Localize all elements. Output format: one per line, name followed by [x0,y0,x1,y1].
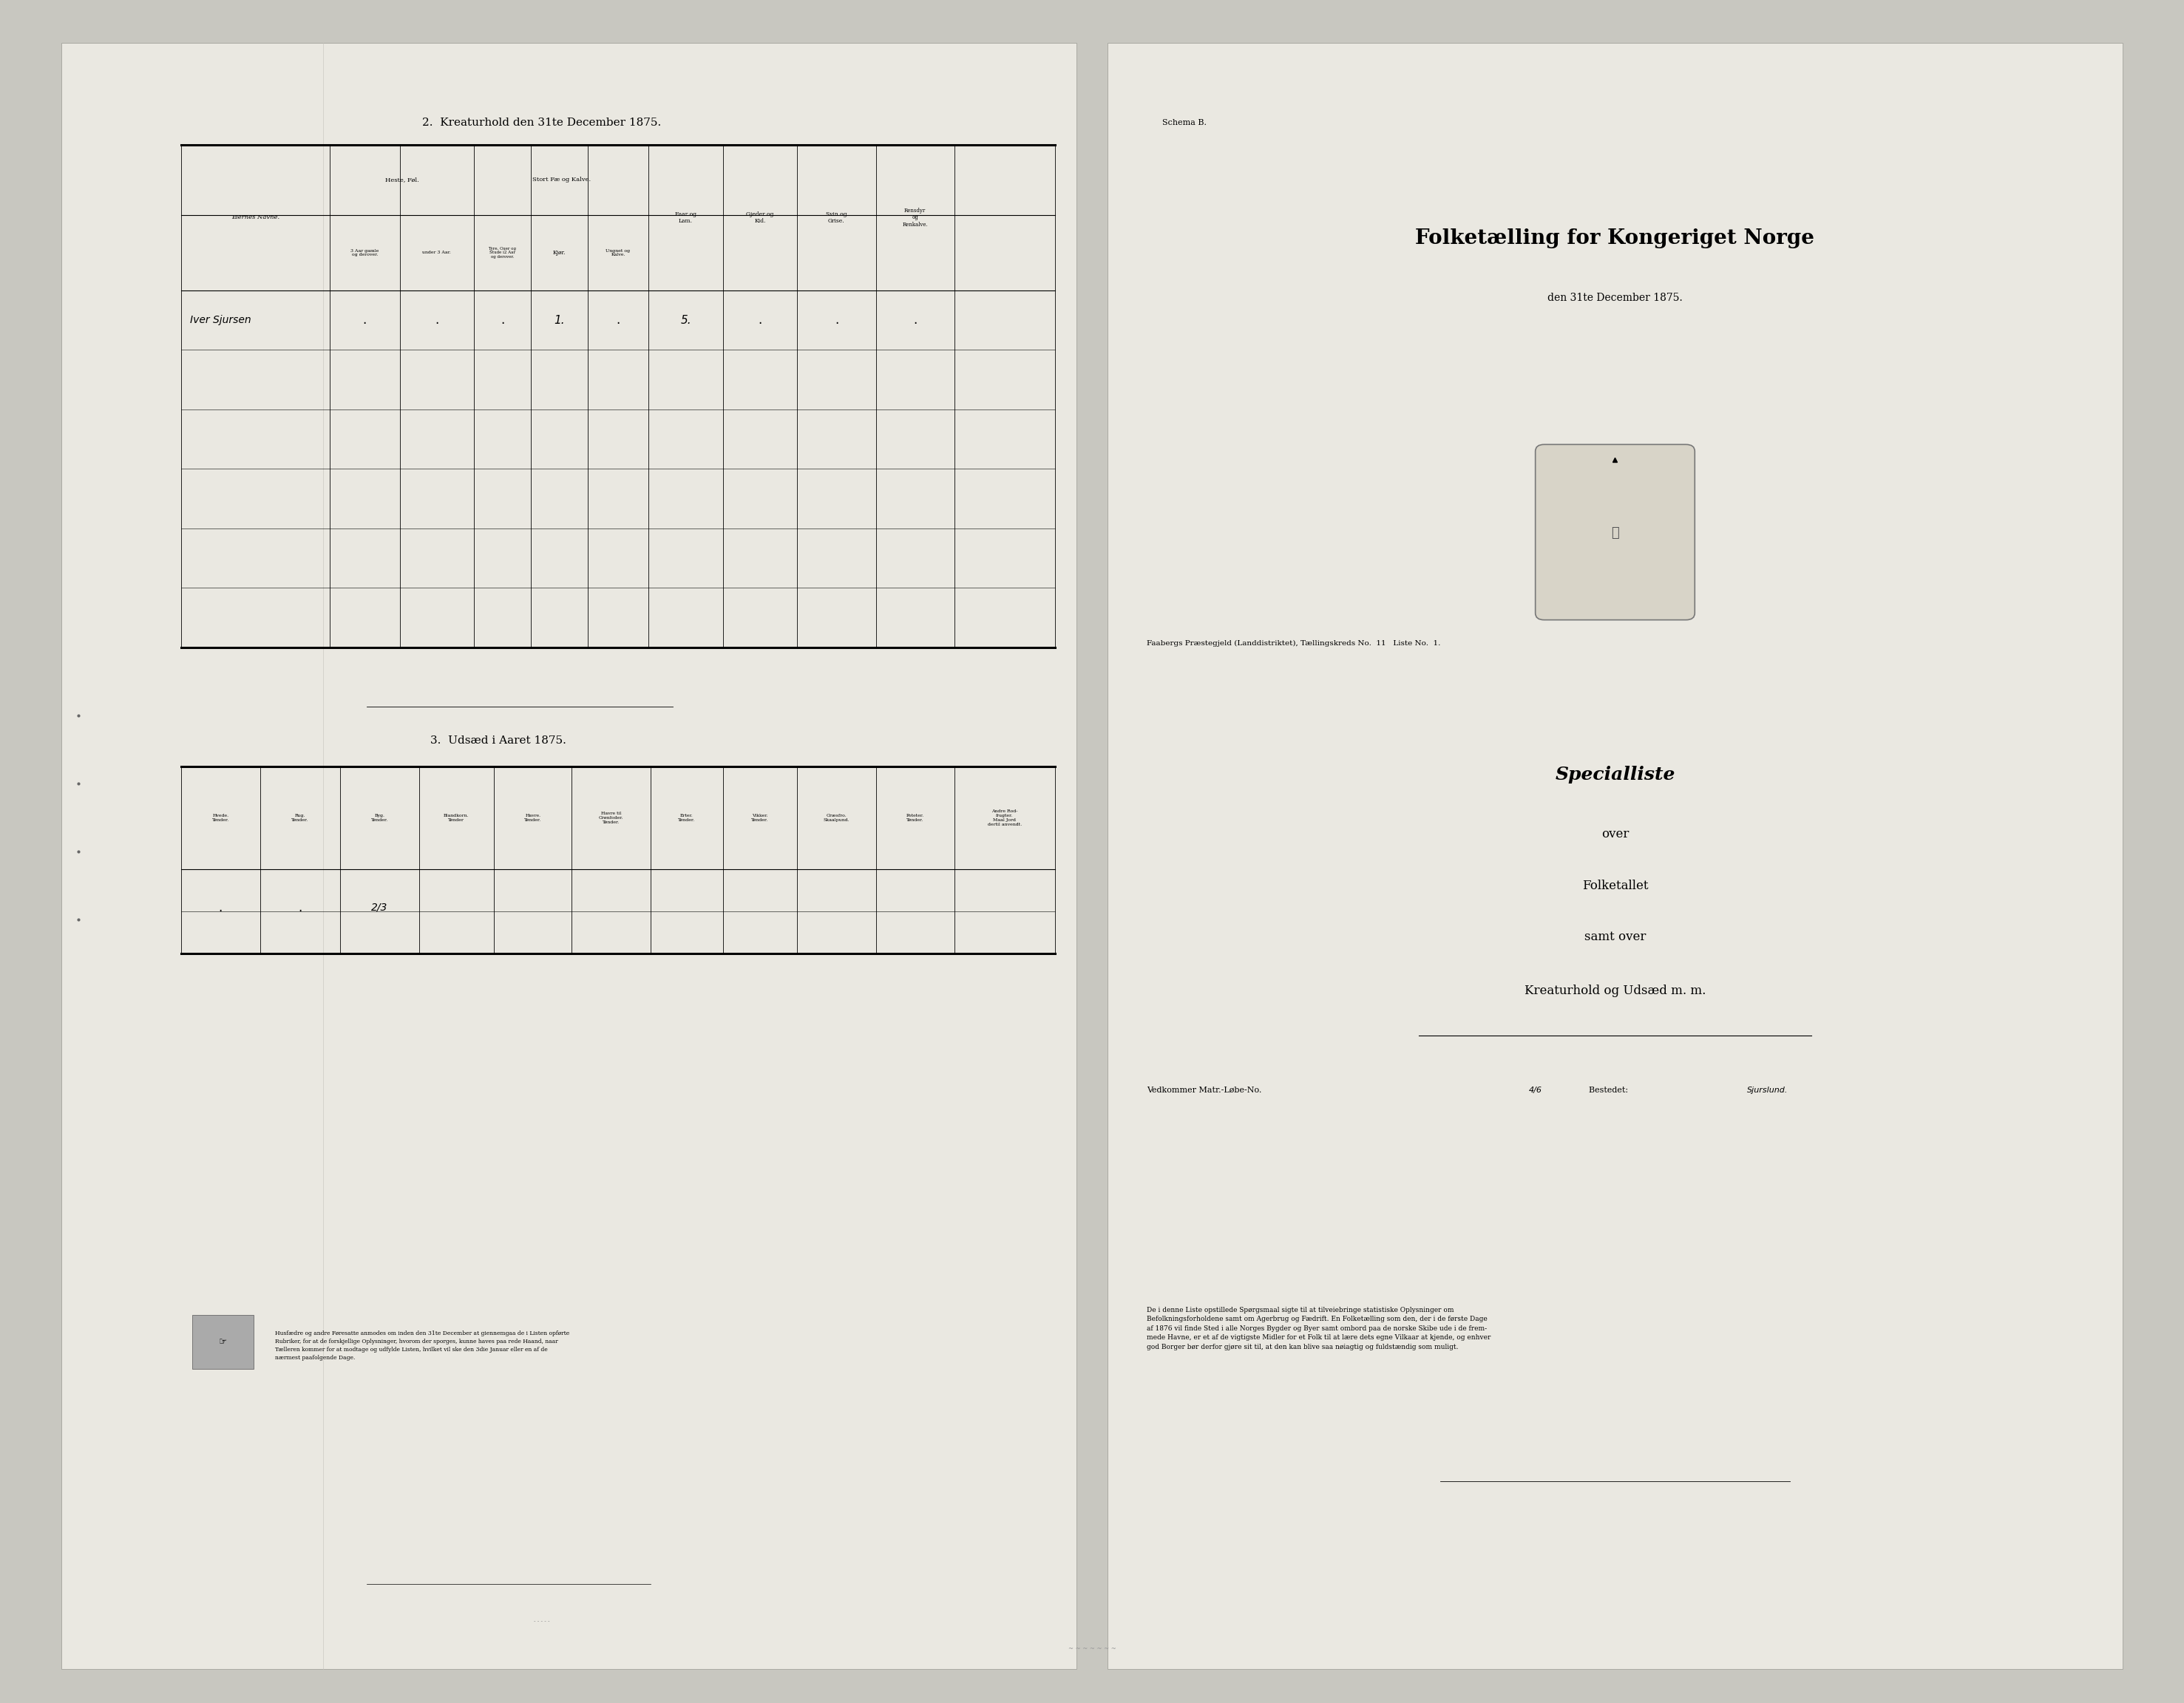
Text: Vedkommer Matr.-Løbe-No.: Vedkommer Matr.-Løbe-No. [1147,1087,1267,1093]
Text: Bestedet:: Bestedet: [1583,1087,1634,1093]
FancyBboxPatch shape [1535,444,1695,620]
Text: Ungnet og
Kalve.: Ungnet og Kalve. [605,249,631,257]
Text: Folketælling for Kongeriget Norge: Folketælling for Kongeriget Norge [1415,228,1815,249]
Text: Andre Rod-
frugter.
Maal Jord
dertil anvendt.: Andre Rod- frugter. Maal Jord dertil anv… [987,809,1022,826]
Text: Gjeder og
Kid.: Gjeder og Kid. [747,211,773,225]
Text: Svin og
Grise.: Svin og Grise. [826,211,847,225]
Text: .: . [218,901,223,915]
Text: 3.  Udsæd i Aaret 1875.: 3. Udsæd i Aaret 1875. [430,736,566,746]
Text: Schema B.: Schema B. [1162,119,1206,126]
Text: 5.: 5. [681,315,690,325]
Text: Tyre, Oxer og
Stude i2 Aar
og derover.: Tyre, Oxer og Stude i2 Aar og derover. [489,247,515,259]
Text: 𝕷: 𝕷 [1612,526,1618,540]
Text: - - - - -: - - - - - [533,1620,550,1623]
Text: Faar og
Lam.: Faar og Lam. [675,211,697,225]
Text: Specialliste: Specialliste [1555,766,1675,783]
Text: Havre til
Grønfoder.
Tønder.: Havre til Grønfoder. Tønder. [598,812,622,824]
Text: samt over: samt over [1583,930,1647,943]
Text: Erter.
Tønder.: Erter. Tønder. [677,814,695,823]
Text: .: . [500,313,505,327]
Text: Eiernes Navne.: Eiernes Navne. [232,215,280,221]
Text: Kreaturhold og Udsæd m. m.: Kreaturhold og Udsæd m. m. [1524,984,1706,998]
Text: 2.  Kreaturhold den 31te December 1875.: 2. Kreaturhold den 31te December 1875. [422,118,662,128]
Text: Blandkorn.
Tønder: Blandkorn. Tønder [443,814,470,823]
Bar [1107,43,2123,1669]
Text: under 3 Aar.: under 3 Aar. [422,250,452,255]
Text: Stort Fæ og Kalve.: Stort Fæ og Kalve. [533,177,590,182]
Text: Græsfro.
Skaalpund.: Græsfro. Skaalpund. [823,814,850,823]
Bar [61,43,1077,1669]
Text: Sjurslund.: Sjurslund. [1747,1087,1789,1093]
Text: Rug.
Tønder.: Rug. Tønder. [290,814,308,823]
Text: Kjør.: Kjør. [553,250,566,255]
Text: Hvede.
Tønder.: Hvede. Tønder. [212,814,229,823]
Text: De i denne Liste opstillede Spørgsmaal sigte til at tilveiebringe statistiske Op: De i denne Liste opstillede Spørgsmaal s… [1147,1306,1492,1350]
Text: Poteter.
Tønder.: Poteter. Tønder. [906,814,924,823]
Text: .: . [299,901,301,915]
Text: Iver Sjursen: Iver Sjursen [190,315,251,325]
Text: ~ ~ ~ ~ ~ ~ ~: ~ ~ ~ ~ ~ ~ ~ [1068,1645,1116,1652]
Text: .: . [758,313,762,327]
Text: Faabergs Præstegjeld (Landdistriktet), Tællingskreds No.  11   Liste No.  1.: Faabergs Præstegjeld (Landdistriktet), T… [1147,640,1441,647]
Text: den 31te December 1875.: den 31te December 1875. [1548,293,1682,303]
Text: 1.: 1. [555,315,563,325]
Text: .: . [616,313,620,327]
Text: Heste, Føl.: Heste, Føl. [384,177,419,182]
Text: Byg.
Tønder.: Byg. Tønder. [371,814,389,823]
Text: Rensdyr
og
Renkalve.: Rensdyr og Renkalve. [902,208,928,228]
Text: .: . [834,313,839,327]
Text: Havre.
Tønder.: Havre. Tønder. [524,814,542,823]
Text: Husfædre og andre Føresatte anmodes om inden den 31te December at giennemgaa de : Husfædre og andre Føresatte anmodes om i… [275,1330,570,1361]
Bar [192,1315,253,1369]
Text: 3 Aar gamle
og derover.: 3 Aar gamle og derover. [352,249,378,257]
Text: 4/6: 4/6 [1529,1087,1542,1093]
Text: .: . [913,313,917,327]
Text: Folketallet: Folketallet [1581,879,1649,892]
Text: Vikker.
Tønder.: Vikker. Tønder. [751,814,769,823]
Text: over: over [1601,828,1629,841]
Text: .: . [363,313,367,327]
Text: .: . [435,313,439,327]
Text: 2/3: 2/3 [371,903,389,913]
Text: ☞: ☞ [218,1337,227,1347]
